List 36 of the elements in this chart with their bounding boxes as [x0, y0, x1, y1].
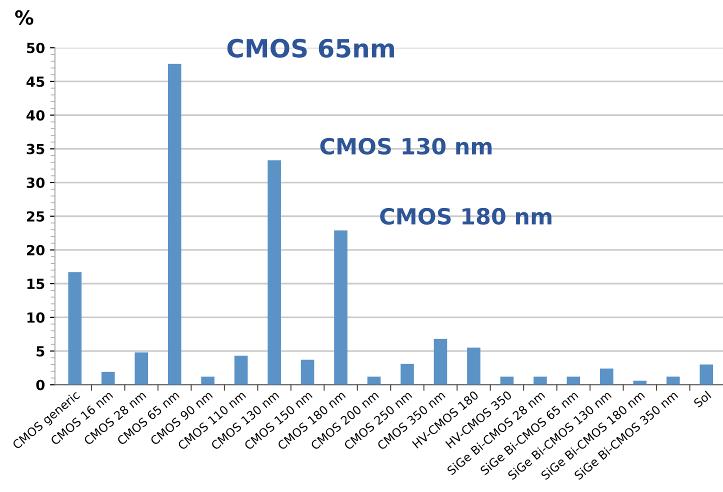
- y-tick-label: 35: [26, 144, 44, 154]
- y-tick-label: 25: [26, 211, 44, 222]
- y-tick-label: 45: [26, 76, 44, 87]
- x-tick-label: SoI: [693, 390, 712, 408]
- bar: [566, 376, 580, 385]
- y-axis-title: %: [15, 10, 34, 25]
- y-tick-label: 20: [26, 244, 45, 256]
- bar: [500, 376, 514, 385]
- annotation: CMOS 65nm: [227, 38, 394, 58]
- y-tick-label: 30: [26, 178, 45, 188]
- bar: [334, 230, 348, 385]
- bar: [201, 376, 214, 385]
- y-tick-label: 5: [36, 346, 44, 357]
- bar: [434, 338, 448, 385]
- bar: [600, 368, 614, 385]
- annotation: CMOS 180 nm: [380, 208, 552, 225]
- y-tick-label: 50: [26, 42, 45, 54]
- bar: [367, 376, 381, 385]
- y-tick-label: 15: [27, 278, 44, 290]
- bar: [168, 64, 182, 385]
- bar: [400, 364, 414, 385]
- y-tick-label: 10: [27, 312, 45, 323]
- bar: [101, 372, 115, 385]
- bar: [268, 160, 281, 385]
- bar: [467, 348, 480, 385]
- bar: [68, 272, 82, 385]
- y-tick-label: 40: [26, 110, 45, 121]
- annotation: CMOS 130 nm: [320, 138, 492, 155]
- bar: [633, 380, 647, 385]
- bar: [666, 376, 680, 385]
- y-tick-label: 0: [36, 380, 45, 390]
- bar: [134, 352, 148, 385]
- bar: [300, 360, 314, 385]
- bar: [234, 356, 248, 385]
- bar: [700, 364, 714, 385]
- bar: [534, 376, 547, 385]
